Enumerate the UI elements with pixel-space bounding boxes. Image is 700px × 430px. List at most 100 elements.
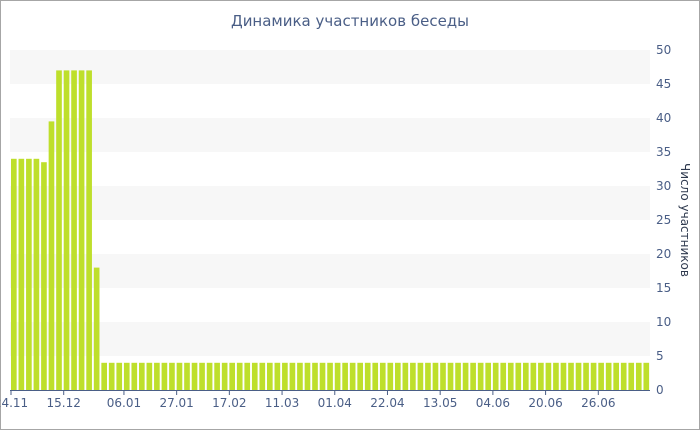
bar (319, 362, 326, 390)
y-tick-label: 35 (656, 145, 671, 159)
y-tick-label: 10 (656, 315, 671, 329)
bar (116, 362, 123, 390)
bar (123, 362, 130, 390)
y-tick-label: 0 (656, 383, 664, 397)
bar (598, 362, 604, 390)
bar (297, 362, 303, 390)
bar (628, 362, 635, 390)
y-tick-label: 50 (656, 43, 671, 57)
bar (33, 158, 40, 390)
bar (56, 70, 62, 391)
bar (538, 362, 544, 390)
bar (492, 362, 499, 390)
bar (635, 362, 642, 390)
bar (146, 362, 153, 390)
bar (590, 362, 597, 390)
bar (169, 362, 175, 390)
bar (477, 362, 484, 390)
bar (274, 362, 281, 390)
x-tick-label: 26.06 (581, 396, 615, 410)
bar (455, 362, 461, 390)
bar (229, 362, 235, 390)
x-tick-label: 22.04 (370, 396, 404, 410)
bar (282, 362, 288, 390)
x-tick-label: 24.11 (0, 396, 28, 410)
y-axis: 0 5 10 15 20 25 30 35 40 45 50 (656, 43, 671, 397)
y-tick-label: 40 (656, 111, 671, 125)
grid-band (10, 50, 650, 84)
y-tick-label: 30 (656, 179, 671, 193)
bar (560, 362, 567, 390)
x-tick-label: 27.01 (159, 396, 193, 410)
bar (402, 362, 409, 390)
bar (500, 362, 507, 390)
bar (643, 362, 650, 390)
bar (583, 362, 589, 390)
bar (410, 362, 416, 390)
bar (161, 362, 168, 390)
bar (425, 362, 431, 390)
bar (259, 362, 266, 390)
bar (349, 362, 356, 390)
x-axis: 24.11 15.12 06.01 27.01 17.02 11.03 01.04 22.04… (0, 390, 615, 410)
y-tick-label: 25 (656, 213, 671, 227)
bar (379, 362, 386, 390)
bar (387, 362, 394, 390)
bar (191, 362, 198, 390)
bar (507, 362, 514, 390)
bar (78, 70, 85, 391)
bar (289, 362, 296, 390)
bar (86, 70, 92, 391)
bar (575, 362, 582, 390)
bar (605, 362, 612, 390)
bar (304, 362, 311, 390)
grid-band (10, 118, 650, 152)
bar (530, 362, 537, 390)
bar (93, 267, 100, 390)
bar (221, 362, 228, 390)
bar (63, 70, 70, 391)
bar (139, 362, 145, 390)
bar (26, 158, 32, 390)
bar (432, 362, 439, 390)
x-tick-label: 15.12 (47, 396, 81, 410)
bar (462, 362, 469, 390)
bar (154, 362, 160, 390)
bar (553, 362, 559, 390)
bar (568, 362, 574, 390)
bar (364, 362, 371, 390)
bars (11, 70, 650, 391)
bar (131, 362, 138, 390)
y-tick-label: 5 (656, 349, 664, 363)
bar (447, 362, 454, 390)
bar (395, 362, 401, 390)
bar (214, 362, 220, 390)
bar (206, 362, 213, 390)
bar (244, 362, 251, 390)
bar (176, 362, 183, 390)
bar (71, 70, 77, 391)
bar (334, 362, 341, 390)
grid-band (10, 186, 650, 220)
bar (372, 362, 379, 390)
bar (545, 362, 552, 390)
bar (41, 162, 47, 390)
bar (327, 362, 333, 390)
x-tick-label: 17.02 (212, 396, 246, 410)
bar (48, 121, 55, 391)
bar (199, 362, 205, 390)
bar (101, 362, 107, 390)
bar (18, 158, 25, 390)
bar (515, 362, 522, 390)
bar (11, 158, 17, 390)
x-tick-label: 11.03 (265, 396, 299, 410)
bar (620, 362, 627, 390)
y-tick-label: 15 (656, 281, 671, 295)
bar (184, 362, 190, 390)
x-tick-label: 20.06 (528, 396, 562, 410)
bar (342, 362, 348, 390)
bar (440, 362, 446, 390)
chart-title: Динамика участников беседы (230, 12, 470, 30)
bar (417, 362, 424, 390)
